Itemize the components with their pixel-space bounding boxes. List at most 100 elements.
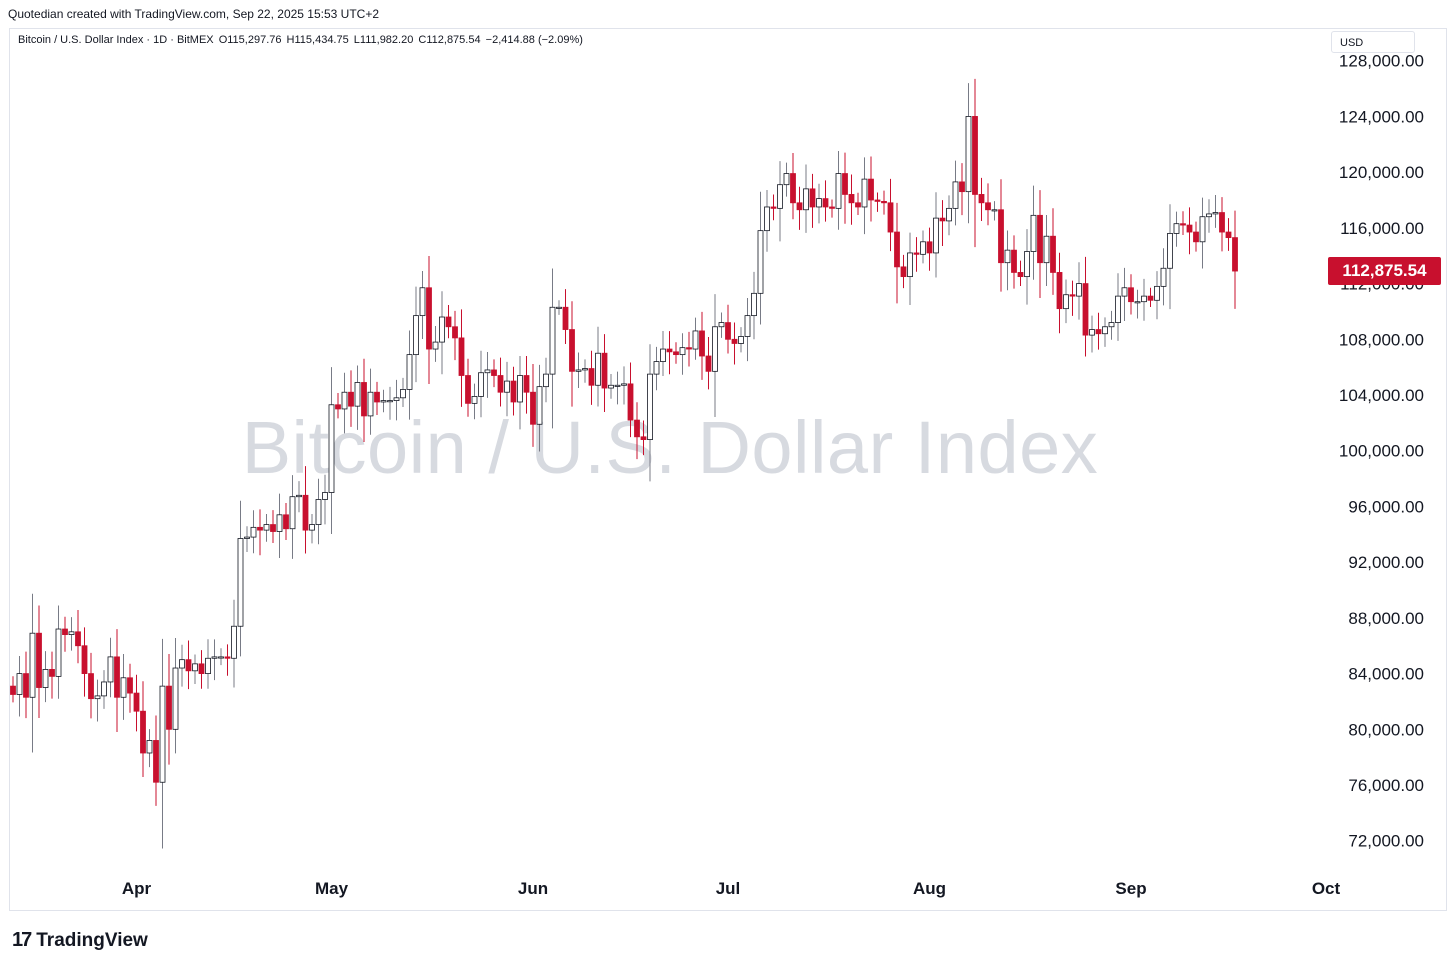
ohlc-high: H115,434.75 (286, 34, 349, 46)
candle-down (796, 202, 803, 211)
symbol-name[interactable]: Bitcoin / U.S. Dollar Index · 1D · BitME… (18, 34, 214, 46)
candle-up (400, 389, 406, 399)
tradingview-logo[interactable]: 17 TradingView (12, 929, 148, 952)
candle-up (367, 391, 374, 417)
candle-down (1147, 295, 1154, 301)
candle-up (1076, 283, 1082, 297)
x-tick-label: Apr (122, 879, 152, 898)
candle-up (595, 352, 601, 386)
candle-down (959, 181, 965, 193)
candle-up (218, 656, 224, 659)
y-tick-label: 104,000.00 (1339, 386, 1424, 405)
symbol-legend: Bitcoin / U.S. Dollar Index · 1D · BitME… (18, 34, 585, 46)
y-tick-label: 80,000.00 (1348, 720, 1424, 739)
candle-up (660, 348, 666, 362)
x-tick-label: Jun (518, 879, 548, 898)
candle-up (322, 492, 328, 500)
candle-up (751, 292, 757, 317)
ohlc-close: C112,875.54 (418, 34, 481, 46)
last-price-badge: 112,875.54 (1328, 257, 1441, 286)
x-tick-label: Jul (716, 879, 741, 898)
candle-up (653, 361, 660, 375)
candle-up (621, 383, 627, 386)
candle-down (1095, 329, 1102, 335)
candle-down (588, 368, 595, 386)
candle-up (614, 384, 621, 387)
candle-up (933, 217, 939, 254)
candle-up (354, 382, 361, 407)
candle-down (458, 337, 465, 376)
candle-down (166, 685, 172, 730)
candle-up (315, 499, 322, 525)
candle-up (406, 354, 413, 390)
candle-down (445, 316, 452, 328)
y-tick-label: 92,000.00 (1348, 553, 1424, 572)
candle-down (770, 206, 777, 209)
x-tick-label: Sep (1115, 879, 1146, 898)
candle-down (257, 526, 263, 531)
candle-up (101, 681, 107, 697)
y-tick-label: 84,000.00 (1348, 665, 1424, 684)
candle-down (998, 209, 1004, 264)
candle-down (1011, 249, 1017, 273)
candle-up (757, 230, 764, 294)
candle-down (829, 206, 835, 209)
currency-selector[interactable]: USD (1331, 31, 1415, 53)
candle-up (1030, 214, 1037, 252)
candle-down (978, 194, 985, 204)
candle-down (140, 710, 146, 754)
candle-down (224, 656, 231, 659)
candle-up (205, 657, 211, 674)
candle-up (907, 252, 913, 278)
candle-up (16, 673, 23, 695)
candle-up (68, 631, 75, 635)
candle-up (575, 369, 582, 372)
candle-up (764, 206, 770, 232)
y-tick-label: 108,000.00 (1339, 330, 1424, 349)
candle-down (634, 419, 640, 438)
candle-down (81, 645, 88, 674)
y-tick-label: 96,000.00 (1348, 497, 1424, 516)
candle-down (640, 436, 647, 440)
candle-down (523, 375, 530, 393)
candle-down (1017, 272, 1024, 278)
candle-up (1154, 285, 1160, 301)
candle-up (29, 632, 36, 698)
candle-up (835, 173, 842, 209)
candle-down (848, 194, 855, 204)
candle-down (1180, 223, 1186, 226)
candle-up (146, 740, 153, 754)
candle-up (1121, 287, 1128, 297)
candle-up (244, 536, 250, 539)
candle-down (1193, 231, 1199, 243)
candle-down (530, 391, 536, 425)
y-tick-label: 116,000.00 (1340, 219, 1424, 238)
candle-up (237, 538, 244, 627)
candle-down (335, 404, 341, 410)
candle-up (1206, 213, 1212, 218)
candle-up (263, 524, 270, 531)
candle-down (1082, 283, 1089, 336)
ohlc-change: −2,414.88 (−2.09%) (485, 34, 583, 46)
candle-up (55, 628, 62, 677)
candle-up (192, 663, 198, 672)
candle-down (731, 338, 738, 344)
candle-down (1037, 214, 1043, 264)
candle-up (309, 524, 315, 531)
candle-down (283, 514, 289, 530)
candle-up (387, 400, 393, 403)
candle-down (699, 330, 705, 357)
candle-up (42, 669, 49, 688)
candle-up (712, 326, 718, 372)
candle-up (107, 656, 114, 683)
candle-up (543, 373, 549, 388)
candle-down (1050, 235, 1056, 273)
candle-down (926, 241, 933, 254)
candle-up (172, 667, 179, 730)
candle-up (1115, 295, 1121, 323)
candle-up (380, 400, 387, 403)
candle-up (179, 659, 185, 669)
tradingview-logo-icon: 17 (12, 929, 32, 951)
candle-up (478, 372, 484, 397)
